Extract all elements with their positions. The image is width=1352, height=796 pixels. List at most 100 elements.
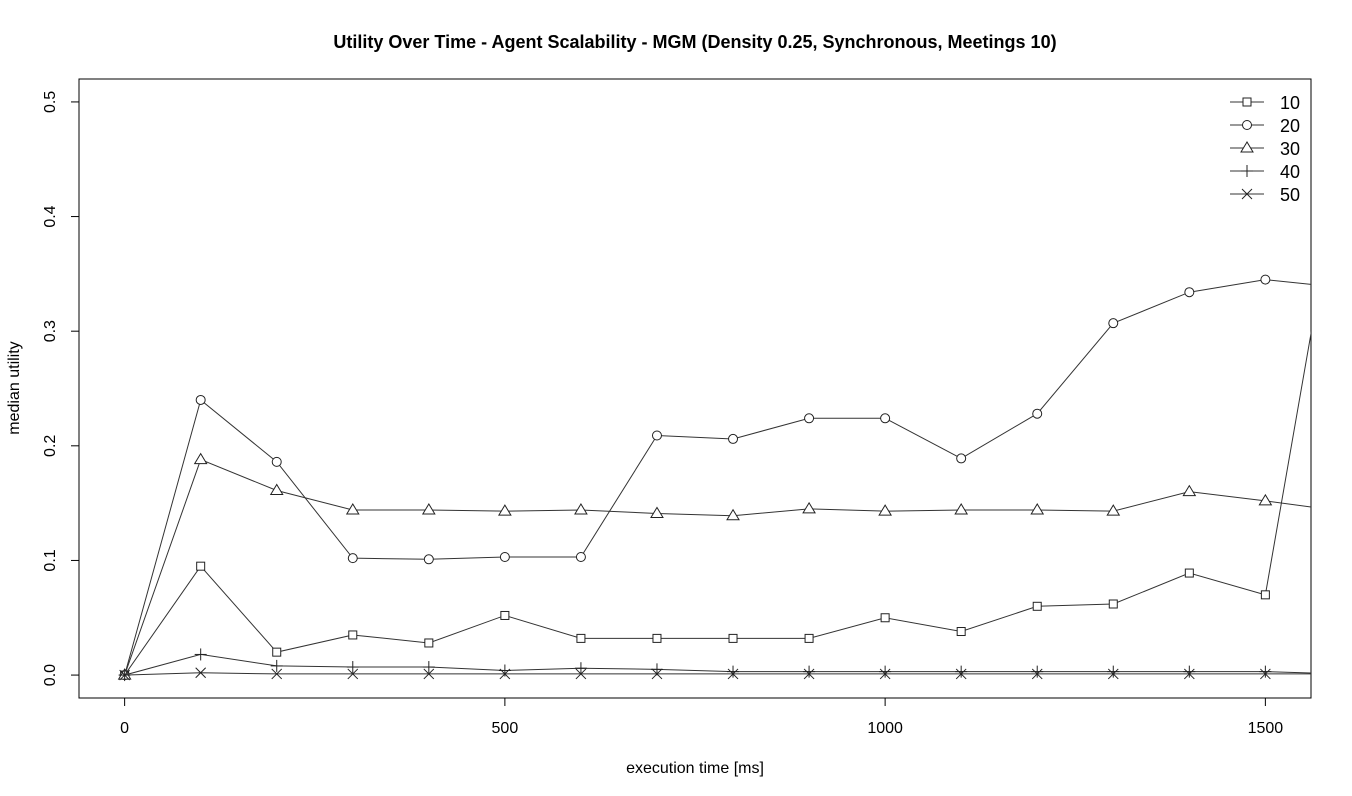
data-point-30 [1030, 503, 1045, 515]
legend-item-50: 50 [1230, 185, 1300, 205]
data-point-40 [422, 661, 435, 674]
data-point-40 [270, 659, 283, 672]
data-point-30 [726, 508, 740, 521]
data-point-30 [1182, 484, 1197, 497]
data-point-10 [500, 610, 510, 620]
data-point-20 [1184, 287, 1195, 298]
x-tick-label: 0 [120, 720, 129, 737]
data-point-30 [345, 503, 360, 515]
data-point-20 [347, 553, 358, 564]
series-10 [120, 330, 1311, 680]
x-tick-label: 500 [492, 720, 519, 737]
series-line-20 [124, 279, 1311, 676]
data-point-50 [575, 668, 587, 680]
data-point-20 [1032, 408, 1043, 419]
y-axis-label: median utility [6, 341, 23, 434]
data-point-10 [1108, 599, 1118, 609]
legend-label: 30 [1280, 139, 1300, 159]
chart-title: Utility Over Time - Agent Scalability - … [333, 32, 1056, 52]
data-point-40 [498, 664, 511, 677]
data-point-10 [956, 627, 966, 637]
data-point-30 [954, 503, 969, 515]
data-point-20 [804, 413, 815, 424]
data-point-10 [880, 613, 890, 623]
y-tick-label: 0.0 [42, 664, 59, 686]
data-point-10 [652, 633, 662, 643]
data-point-30 [497, 504, 512, 516]
data-point-30 [1258, 493, 1273, 506]
data-point-50 [1183, 668, 1195, 680]
legend-label: 40 [1280, 162, 1300, 182]
legend-label: 50 [1280, 185, 1300, 205]
data-point-50 [651, 668, 663, 680]
data-point-20 [728, 433, 739, 444]
y-tick-label: 0.5 [42, 91, 59, 113]
series-40 [118, 648, 1311, 682]
x-axis: 0 500 1000 1500 [120, 697, 1284, 737]
data-point-10 [272, 647, 282, 657]
data-point-40 [803, 665, 816, 678]
data-point-50 [803, 668, 815, 680]
x-tick-label: 1500 [1248, 720, 1284, 737]
data-point-40 [955, 665, 968, 678]
y-tick-label: 0.2 [42, 435, 59, 457]
data-point-10 [424, 638, 434, 648]
y-axis: 0.0 0.1 0.2 0.3 0.4 0.5 [42, 91, 80, 686]
data-point-20 [423, 554, 434, 565]
data-point-10 [576, 633, 586, 643]
data-point-20 [499, 552, 510, 563]
data-point-10 [348, 630, 358, 640]
data-point-50 [1031, 668, 1043, 680]
legend-item-30: 30 [1230, 139, 1300, 159]
data-point-20 [1260, 274, 1271, 285]
data-point-40 [574, 662, 587, 675]
data-point-10 [196, 561, 206, 571]
data-point-50 [271, 668, 283, 680]
data-point-20 [271, 456, 282, 467]
data-point-20 [1108, 318, 1119, 329]
legend-marker [1241, 165, 1253, 177]
data-point-10 [1032, 601, 1042, 611]
data-point-30 [193, 452, 208, 465]
legend-label: 10 [1280, 93, 1300, 113]
data-point-40 [346, 661, 359, 674]
data-point-20 [880, 413, 891, 424]
y-tick-label: 0.4 [42, 205, 59, 227]
legend: 10 20 30 40 50 [1230, 93, 1300, 205]
data-point-40 [879, 665, 892, 678]
data-point-50 [119, 669, 130, 681]
x-tick-label: 1000 [867, 720, 903, 737]
data-point-30 [650, 506, 664, 518]
data-point-30 [878, 504, 893, 516]
data-point-50 [347, 668, 359, 680]
data-point-30 [1106, 504, 1121, 516]
data-point-30 [574, 503, 588, 515]
data-point-10 [1184, 568, 1194, 578]
data-point-40 [1031, 665, 1044, 678]
legend-marker [1241, 188, 1253, 200]
series-20 [119, 274, 1311, 681]
legend-label: 20 [1280, 116, 1300, 136]
data-point-20 [956, 453, 967, 464]
data-point-40 [1259, 665, 1272, 678]
x-axis-label: execution time [ms] [626, 760, 764, 777]
legend-marker [1240, 141, 1254, 153]
data-point-50 [499, 668, 511, 680]
data-point-50 [195, 667, 207, 679]
data-point-30 [802, 501, 816, 514]
legend-marker [1242, 97, 1252, 107]
series-30 [117, 452, 1311, 680]
series-layer [117, 274, 1311, 682]
data-point-50 [955, 668, 967, 680]
legend-marker [1242, 120, 1252, 130]
data-point-40 [1107, 665, 1120, 678]
plot-frame [78, 78, 1312, 699]
data-point-10 [1260, 590, 1270, 600]
data-point-20 [195, 394, 206, 405]
data-point-20 [651, 430, 662, 441]
series-50 [119, 667, 1311, 681]
legend-item-10: 10 [1230, 93, 1300, 113]
data-point-10 [804, 633, 814, 643]
series-line-10 [124, 330, 1311, 676]
